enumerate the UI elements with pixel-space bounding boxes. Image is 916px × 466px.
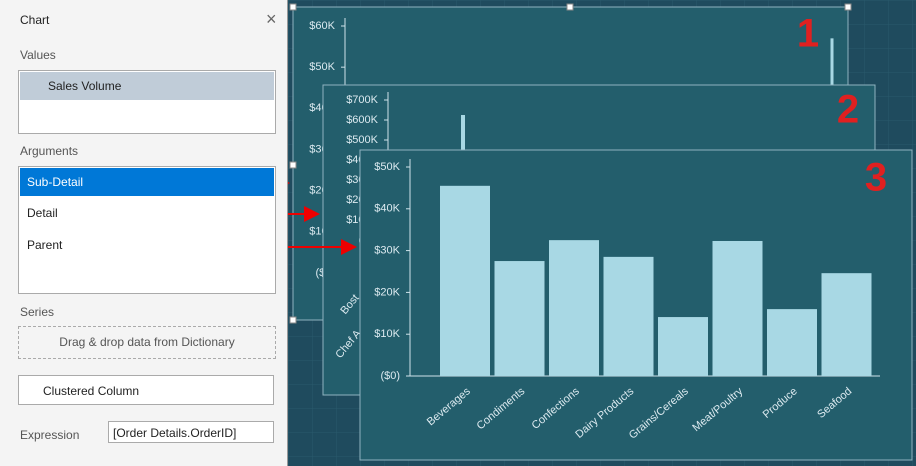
selection-handles <box>289 3 852 324</box>
badge: 1 <box>797 12 819 56</box>
panel-title: Chart <box>20 13 50 27</box>
bar <box>549 240 599 376</box>
arguments-list[interactable]: Sub-Detail Detail Parent <box>18 166 276 294</box>
bar <box>494 261 545 376</box>
list-item[interactable]: Detail <box>27 206 58 220</box>
bar <box>603 256 654 376</box>
bar <box>440 185 490 376</box>
y-tick-label: ($0) <box>380 370 400 382</box>
field-label: Expression <box>20 428 80 442</box>
bar <box>712 240 763 376</box>
close-button[interactable]: × <box>266 9 277 29</box>
y-tick-label: $600K <box>346 114 378 126</box>
badge: 2 <box>837 88 859 132</box>
y-tick-label: $500K <box>346 134 378 146</box>
y-tick-label: $20K <box>374 286 400 298</box>
expression-field[interactable]: [Order Details.OrderID] <box>108 421 274 443</box>
chart-panel: Chart × Values Sales Volume Arguments Su… <box>0 0 288 466</box>
y-tick-label: $10K <box>374 328 400 340</box>
section-label: Series <box>20 305 55 319</box>
badge: 3 <box>865 156 887 200</box>
list-item[interactable]: Sub-Detail <box>20 168 274 196</box>
values-list[interactable]: Sales Volume <box>18 70 276 134</box>
bar <box>821 273 872 376</box>
bar <box>767 309 817 376</box>
list-item[interactable]: Sales Volume <box>20 72 274 100</box>
drop-zone[interactable]: Drag & drop data from Dictionary <box>18 326 276 359</box>
chart-type-selector[interactable]: Clustered Column <box>18 375 274 405</box>
y-tick-label: $700K <box>346 94 378 106</box>
section-label: Values <box>20 48 56 62</box>
y-tick-label: $50K <box>309 61 335 73</box>
section-label: Arguments <box>20 144 79 158</box>
y-tick-label: $60K <box>309 20 335 32</box>
y-tick-label: $40K <box>374 203 400 215</box>
list-item[interactable]: Parent <box>27 238 63 252</box>
y-tick-label: $30K <box>374 245 400 257</box>
y-tick-label: $50K <box>374 161 400 173</box>
bar <box>658 317 708 376</box>
